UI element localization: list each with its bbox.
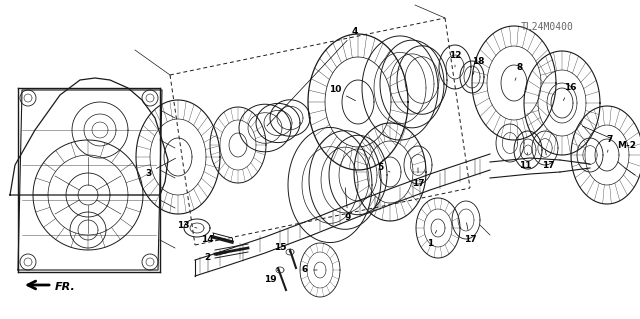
Text: 12: 12 [449,50,461,67]
Text: 17: 17 [412,168,424,188]
Text: 15: 15 [274,243,290,253]
Text: 11: 11 [519,153,531,169]
Text: 8: 8 [515,63,523,80]
Text: TL24M0400: TL24M0400 [521,22,573,32]
Text: 7: 7 [607,136,613,152]
Text: 16: 16 [563,84,576,100]
Text: 19: 19 [264,270,278,285]
Text: 13: 13 [177,220,197,229]
Text: 5: 5 [377,162,390,172]
Text: 17: 17 [464,223,476,244]
Text: 1: 1 [427,230,436,248]
Text: 4: 4 [267,27,358,126]
Text: 17: 17 [541,151,554,169]
Text: 3: 3 [145,158,175,177]
Text: 10: 10 [329,85,356,101]
Text: 6: 6 [302,265,317,275]
Text: FR.: FR. [55,282,76,292]
Text: 9: 9 [345,188,351,222]
Text: M-2: M-2 [582,126,636,150]
Text: 2: 2 [204,253,227,263]
Text: 18: 18 [472,57,484,74]
Text: 14: 14 [201,235,220,244]
